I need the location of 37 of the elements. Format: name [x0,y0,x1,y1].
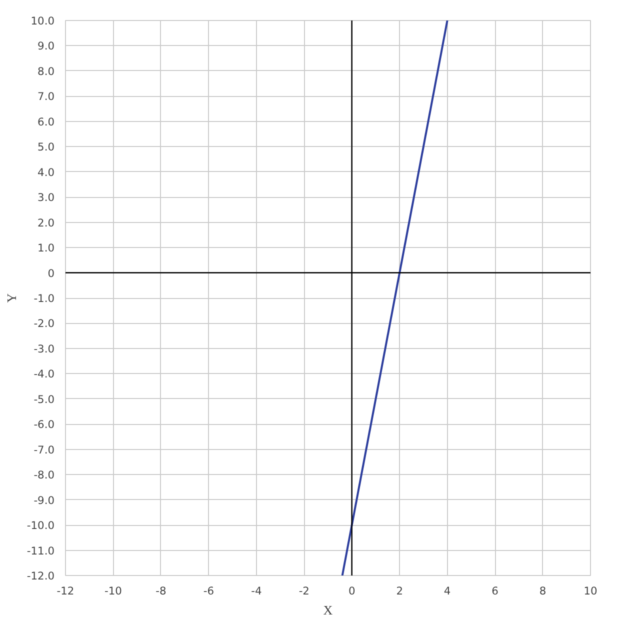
y-tick-label: 4.0 [38,166,55,179]
y-tick-label: -2.0 [34,317,55,330]
x-tick-label: -6 [203,584,214,598]
x-axis-title: X [323,602,334,618]
y-axis-title: Y [4,292,19,303]
x-tick-label: 4 [444,584,451,598]
y-tick-label: -5.0 [34,392,55,406]
x-tick-label: -12 [56,584,74,598]
y-tick-label: 6.0 [38,115,55,128]
y-tick-label: -1.0 [34,292,55,305]
y-tick-label: -3.0 [34,342,55,356]
y-tick-label: 2.0 [38,216,55,230]
y-tick-label: 10.0 [30,14,55,28]
x-tick-label: 0 [348,584,356,598]
x-tick-label: -8 [156,584,166,598]
x-tick-label: -2 [298,584,310,598]
x-tick-label: 8 [539,584,546,598]
y-tick-label: -7.0 [34,443,55,456]
y-tick-label: 1.0 [38,242,55,255]
x-tick-label: 2 [396,584,403,598]
y-tick-label: -4.0 [34,368,55,381]
y-tick-label: -10.0 [26,519,55,532]
y-tick-label: -9.0 [34,494,55,507]
y-tick-label: 7.0 [38,90,55,104]
y-tick-label: -11.0 [26,544,55,558]
x-tick-label: -4 [251,584,262,598]
x-tick-label: 10 [584,584,598,598]
y-tick-label: -6.0 [34,418,55,432]
y-tick-label: 3.0 [38,191,55,204]
y-tick-label: 8.0 [38,64,55,78]
y-tick-label: -12.0 [26,570,55,582]
y-tick-label: 5.0 [38,140,55,154]
x-tick-label: -10 [104,584,122,598]
y-tick-label: -8.0 [34,468,55,482]
y-tick-label: 0 [48,266,55,280]
x-tick-label: 6 [492,584,499,598]
y-tick-label: 9.0 [38,40,55,53]
